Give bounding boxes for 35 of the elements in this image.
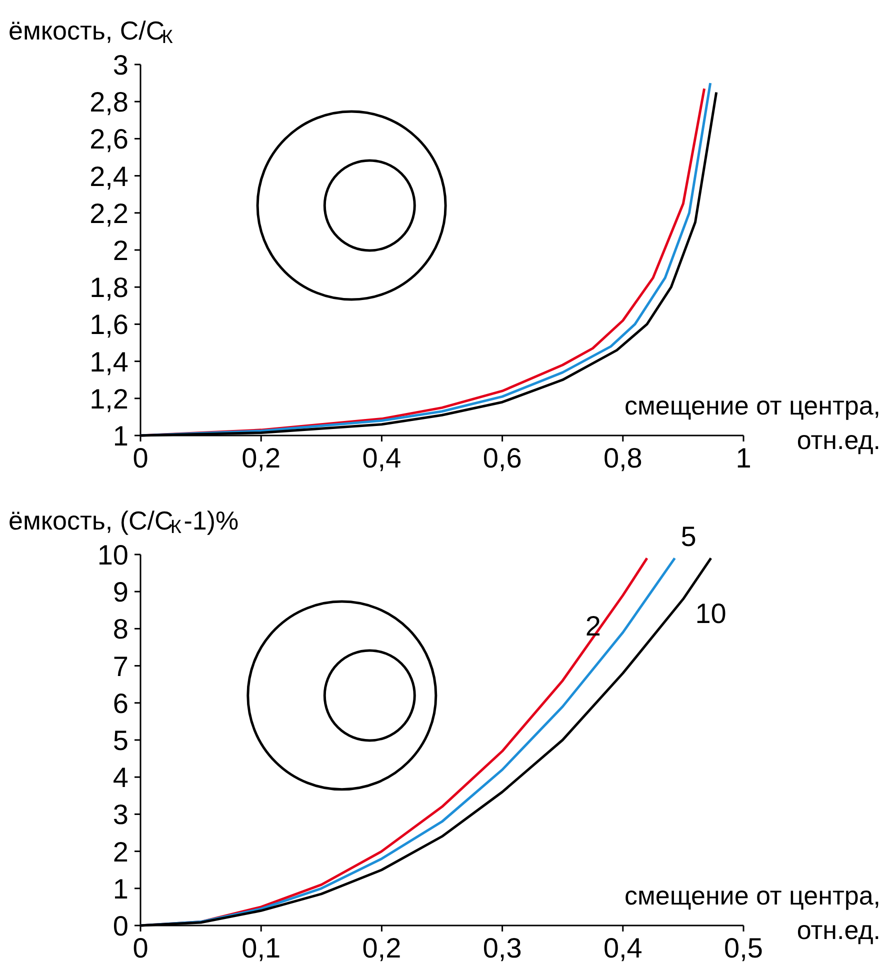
y-tick-label: 3: [112, 799, 129, 830]
y-tick-label: 2: [112, 836, 129, 868]
x-tick-label: 0: [132, 932, 148, 964]
y-tick-label: 8: [112, 614, 129, 645]
y-tick-label: 2,6: [90, 124, 129, 155]
y-tick-label: 9: [112, 576, 129, 608]
x-tick-label: 1: [736, 442, 752, 474]
y-tick-label: 2: [112, 235, 129, 266]
y-tick-label: 2,2: [90, 198, 129, 229]
y-tick-label: 2,8: [90, 86, 129, 118]
y-tick-label: 5: [112, 725, 129, 756]
y-tick-label: 1,4: [90, 346, 129, 378]
x-tick-label: 0,6: [482, 442, 522, 474]
y-tick-label: 0: [112, 910, 129, 942]
y-tick-label: 4: [112, 762, 129, 794]
y-tick-label: 1,2: [90, 383, 129, 414]
series-label: 2: [585, 610, 601, 642]
series-label: 10: [695, 598, 726, 630]
y-tick-label: 7: [112, 650, 129, 682]
series-label: 5: [680, 521, 696, 552]
y-tick-label: 1: [112, 420, 129, 452]
y-tick-label: 1: [112, 873, 129, 904]
x-tick-label: 0,1: [242, 932, 281, 964]
x-tick-label: 0,2: [242, 442, 281, 474]
y-tick-label: 6: [112, 688, 129, 719]
y-tick-label: 10: [97, 540, 129, 570]
x-tick-label: 0: [132, 442, 148, 474]
x-tick-label: 0,4: [362, 442, 402, 474]
y-tick-label: 2,4: [90, 160, 129, 192]
x-tick-label: 0,2: [362, 932, 402, 964]
y-tick-label: 1,8: [90, 272, 129, 304]
y-tick-label: 3: [112, 50, 129, 80]
x-tick-label: 0,5: [724, 932, 763, 964]
x-tick-label: 0,3: [482, 932, 522, 964]
y-tick-label: 1,6: [90, 309, 129, 340]
